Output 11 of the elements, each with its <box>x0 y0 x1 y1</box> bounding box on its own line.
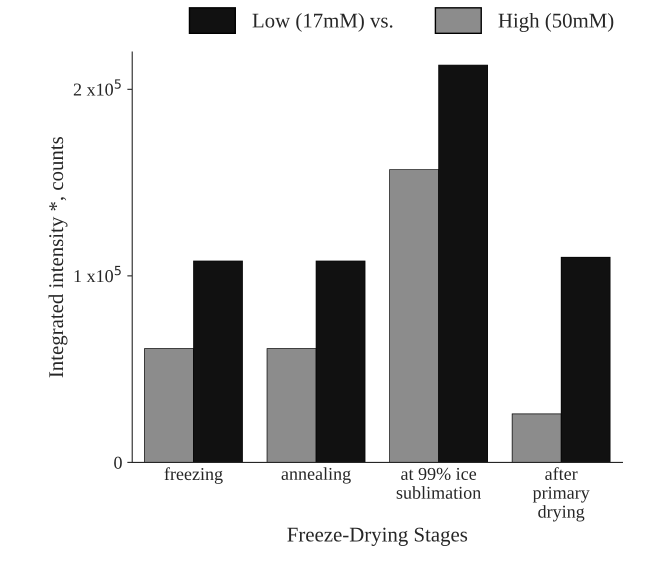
x-axis-title: Freeze-Drying Stages <box>287 528 468 546</box>
x-tick-label: freezing <box>164 467 223 484</box>
legend-label: Low (17mM) vs. <box>252 12 392 32</box>
y-axis-title: Integrated intensity *, counts <box>48 137 68 378</box>
y-tick-label: 1 x10$^{5}$ <box>74 266 121 282</box>
y-tick-label: 2 x10$^{5}$ <box>74 79 121 96</box>
y-tick-label: 0 <box>114 456 122 469</box>
x-tick-label: annealing <box>282 467 351 484</box>
x-tick-label: at 99% ice sublimation <box>396 468 481 499</box>
x-tick-label: after primary drying <box>532 467 590 522</box>
legend-label: High (50mM) <box>498 12 614 32</box>
